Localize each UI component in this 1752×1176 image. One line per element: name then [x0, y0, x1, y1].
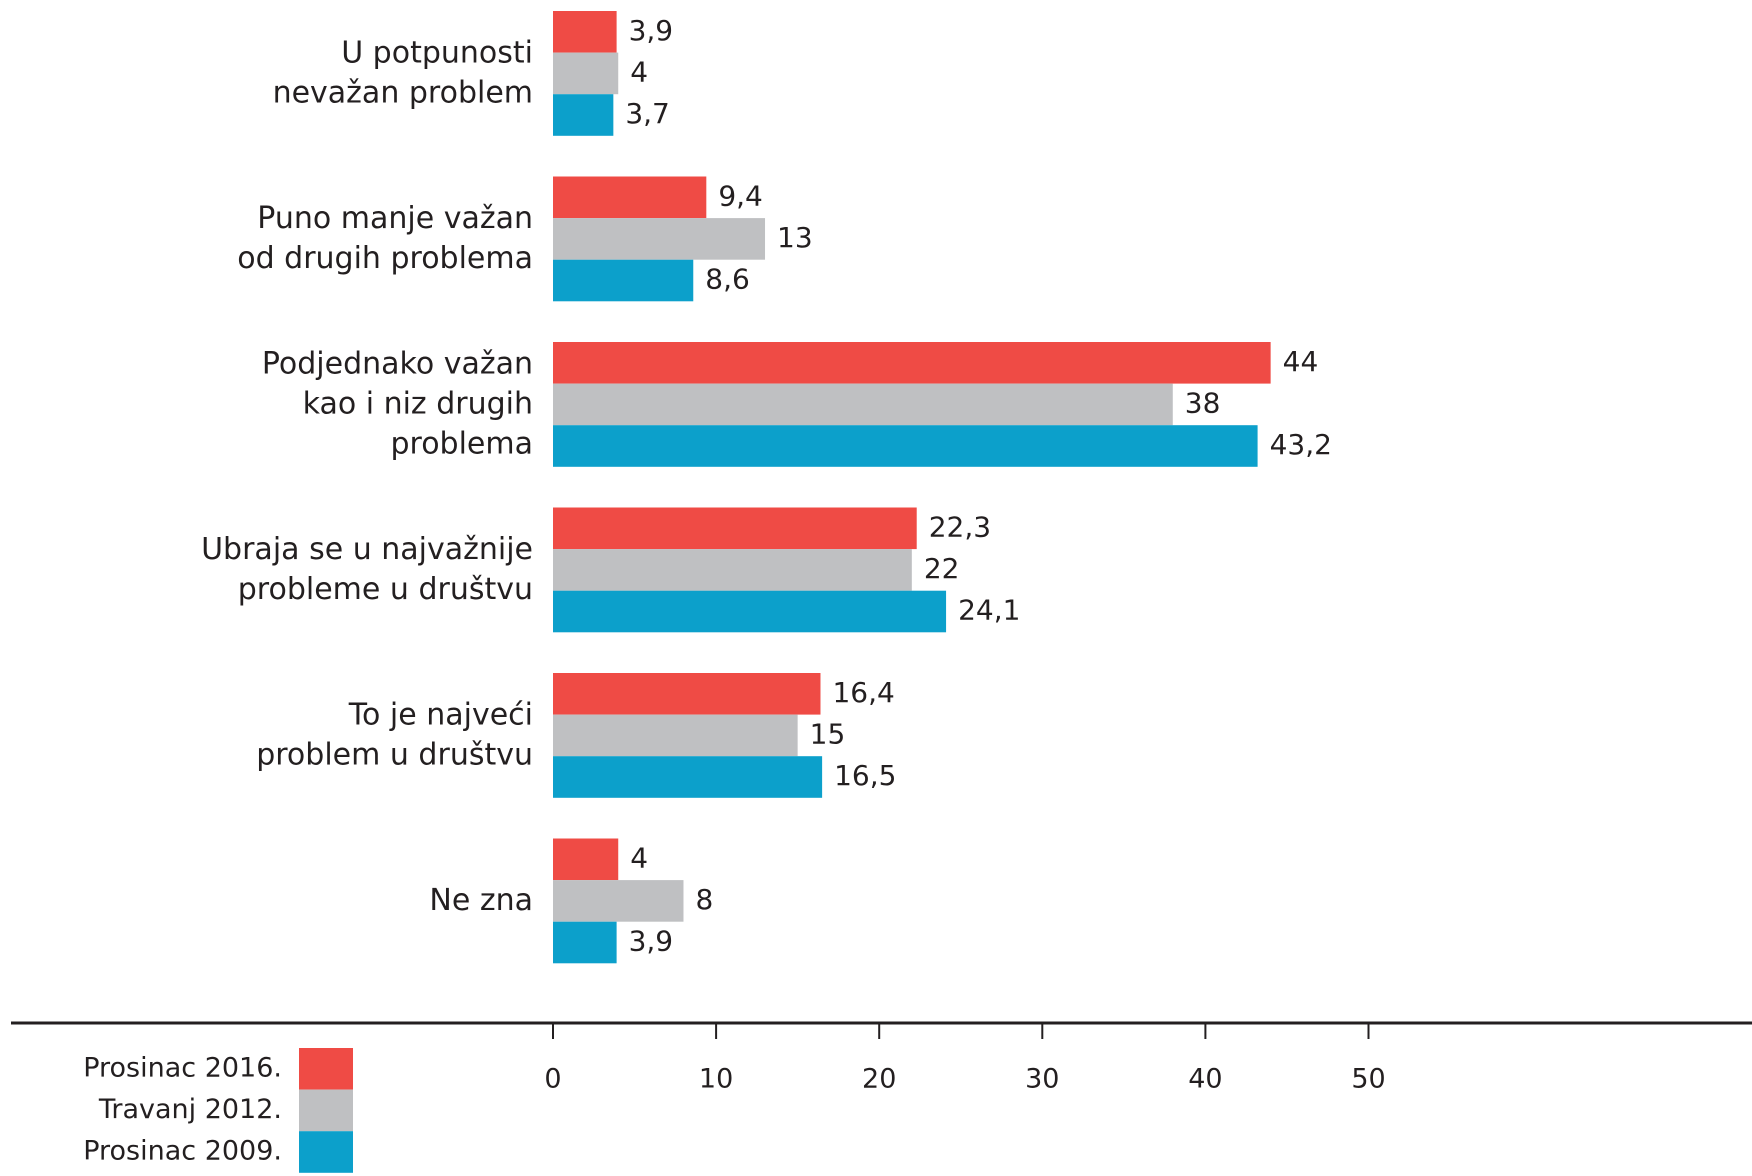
- value-label: 38: [1185, 386, 1221, 419]
- bar: [553, 880, 684, 922]
- legend-label: Travanj 2012.: [98, 1094, 282, 1125]
- value-label: 24,1: [958, 594, 1020, 627]
- category-label: U potpunosti nevažan problem: [273, 35, 533, 110]
- bar: [553, 838, 619, 881]
- value-label: 16,5: [834, 759, 896, 792]
- value-label: 16,4: [832, 676, 894, 709]
- bar: [553, 383, 1173, 426]
- category-label: Podjednako važan kao i niz drugih problema: [262, 346, 533, 461]
- value-label: 4: [630, 841, 648, 874]
- x-tick-label: 40: [1188, 1064, 1222, 1095]
- value-label: 3,9: [629, 925, 674, 958]
- bar: [553, 714, 798, 757]
- bar: [553, 342, 1271, 384]
- x-tick-label: 50: [1351, 1064, 1385, 1095]
- value-label: 44: [1283, 345, 1319, 378]
- bar: [553, 11, 617, 53]
- value-label: 15: [810, 717, 846, 750]
- bar: [553, 549, 912, 591]
- bar: [553, 507, 917, 550]
- bar: [553, 425, 1258, 467]
- category-label: Puno manje važan od drugih problema: [237, 200, 533, 275]
- legend-swatch: [299, 1089, 353, 1132]
- x-tick-label: 10: [699, 1064, 733, 1095]
- bar: [553, 176, 707, 219]
- x-tick-label: 0: [544, 1064, 561, 1095]
- category-label: Ubraja se u najvažnije probleme u društvu: [201, 531, 533, 606]
- bar: [553, 94, 614, 136]
- x-tick-label: 30: [1025, 1064, 1059, 1095]
- x-tick-label: 20: [862, 1064, 896, 1095]
- category-label: To je najveći problem u društvu: [256, 697, 533, 772]
- value-label: 22: [924, 552, 960, 585]
- legend-swatch: [299, 1048, 353, 1090]
- value-label: 13: [777, 221, 813, 254]
- legend-label: Prosinac 2009.: [83, 1136, 282, 1167]
- category-label: Ne zna: [429, 882, 533, 917]
- bar: [553, 218, 766, 260]
- value-label: 8,6: [705, 263, 750, 296]
- bar: [553, 52, 619, 95]
- value-label: 4: [630, 55, 648, 88]
- bar: [553, 756, 823, 798]
- value-label: 3,9: [629, 14, 674, 47]
- legend-label: Prosinac 2016.: [83, 1052, 282, 1083]
- bar: [553, 921, 617, 964]
- value-label: 9,4: [718, 179, 763, 212]
- bar: [553, 259, 694, 302]
- legend-swatch: [299, 1131, 353, 1173]
- bar: [553, 590, 947, 633]
- value-label: 43,2: [1270, 428, 1332, 461]
- value-label: 3,7: [625, 97, 670, 130]
- bar: [553, 673, 821, 715]
- value-label: 22,3: [929, 510, 991, 543]
- value-label: 8: [695, 883, 713, 916]
